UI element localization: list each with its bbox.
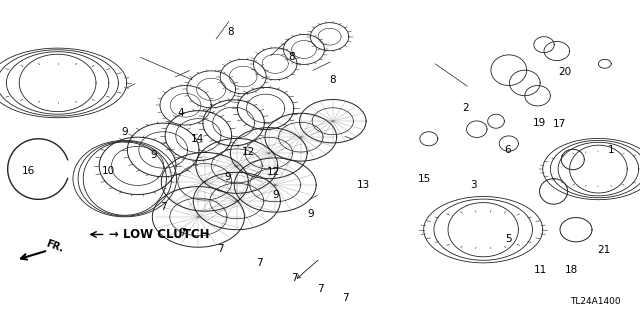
Text: TL24A1400: TL24A1400 (570, 297, 621, 306)
Text: 7: 7 (291, 272, 298, 283)
Text: 6: 6 (504, 145, 511, 155)
Text: 12: 12 (242, 146, 255, 157)
Text: 8: 8 (227, 27, 234, 37)
Text: 8: 8 (288, 52, 294, 63)
Text: 9: 9 (272, 189, 278, 200)
Text: 9: 9 (122, 127, 128, 137)
Text: 21: 21 (598, 245, 611, 256)
Text: 9: 9 (224, 172, 230, 182)
Text: 12: 12 (268, 167, 280, 177)
Text: 13: 13 (357, 180, 370, 190)
Text: 5: 5 (506, 234, 512, 244)
Text: 9: 9 (307, 209, 314, 219)
Text: 11: 11 (534, 264, 547, 275)
Text: 18: 18 (565, 264, 578, 275)
Text: 10: 10 (102, 166, 115, 176)
Text: 7: 7 (160, 202, 166, 212)
Text: 19: 19 (533, 118, 546, 128)
Text: 3: 3 (470, 180, 477, 190)
Text: 1: 1 (608, 145, 614, 155)
Text: 4: 4 (177, 108, 184, 118)
Text: 16: 16 (22, 166, 35, 176)
Text: 8: 8 (330, 75, 336, 85)
Text: 7: 7 (179, 228, 186, 238)
Text: 7: 7 (256, 258, 262, 268)
Text: → LOW CLUTCH: → LOW CLUTCH (109, 228, 209, 241)
Text: 2: 2 (463, 103, 469, 114)
Text: 7: 7 (218, 244, 224, 254)
Text: 9: 9 (150, 150, 157, 160)
Text: 17: 17 (553, 119, 566, 130)
Text: 14: 14 (191, 134, 204, 144)
Text: 20: 20 (559, 67, 572, 77)
Text: 15: 15 (418, 174, 431, 184)
Text: 7: 7 (342, 293, 349, 303)
Text: 7: 7 (317, 284, 323, 294)
Text: FR.: FR. (45, 238, 65, 254)
